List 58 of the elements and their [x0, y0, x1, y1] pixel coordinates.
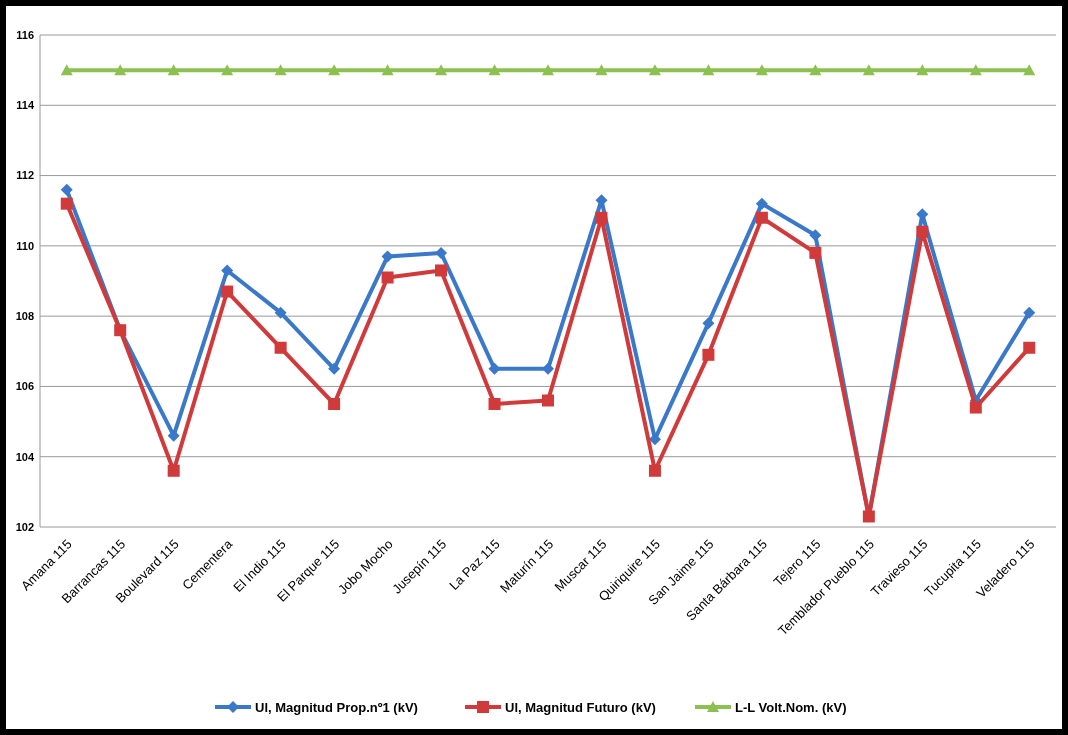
- point: [60, 197, 73, 210]
- point: [435, 64, 448, 76]
- point: [755, 211, 768, 224]
- y-tick-label: 116: [16, 28, 34, 41]
- point: [221, 285, 234, 298]
- point: [916, 64, 929, 76]
- point: [862, 64, 875, 76]
- point: [1023, 64, 1036, 76]
- point: [755, 64, 768, 76]
- point: [167, 464, 180, 477]
- point: [969, 64, 982, 76]
- point: [1023, 306, 1036, 319]
- y-tick-label: 102: [15, 520, 34, 533]
- point: [809, 246, 822, 259]
- point: [702, 348, 715, 361]
- point: [488, 64, 501, 76]
- y-tick-label: 110: [16, 239, 34, 252]
- point: [274, 306, 287, 319]
- y-tick-label: 114: [16, 99, 35, 112]
- point: [969, 401, 982, 414]
- point: [328, 362, 341, 375]
- legend-label: L-L Volt.Nom. (kV): [735, 699, 847, 715]
- point: [435, 264, 448, 277]
- point: [274, 64, 287, 76]
- point: [60, 64, 73, 76]
- point: [167, 429, 180, 442]
- y-tick-label: 108: [15, 309, 34, 322]
- y-tick-label: 106: [15, 380, 34, 393]
- point: [328, 64, 341, 76]
- point: [595, 64, 608, 76]
- point: [542, 362, 554, 375]
- point: [114, 64, 127, 76]
- legend-label: Ul, Magnitud Futuro (kV): [505, 699, 656, 715]
- point: [381, 64, 394, 76]
- point: [809, 229, 822, 242]
- point: [702, 64, 715, 76]
- point: [381, 271, 394, 284]
- point: [542, 64, 554, 76]
- point: [595, 211, 608, 224]
- point: [167, 64, 180, 76]
- point: [916, 225, 929, 238]
- point: [274, 341, 287, 354]
- point: [648, 464, 661, 477]
- legend-label: Ul, Magnitud Prop.nº1 (kV): [255, 699, 418, 715]
- y-tick-label: 104: [15, 450, 35, 463]
- point: [60, 183, 73, 196]
- point: [221, 264, 234, 277]
- point: [221, 64, 234, 76]
- y-tick-label: 112: [16, 169, 34, 182]
- point: [328, 398, 341, 410]
- point: [435, 246, 448, 259]
- point: [648, 64, 661, 76]
- point: [488, 398, 501, 410]
- point: [542, 394, 554, 407]
- point: [702, 317, 715, 330]
- point: [1023, 341, 1036, 354]
- point: [809, 64, 822, 76]
- point: [755, 197, 768, 210]
